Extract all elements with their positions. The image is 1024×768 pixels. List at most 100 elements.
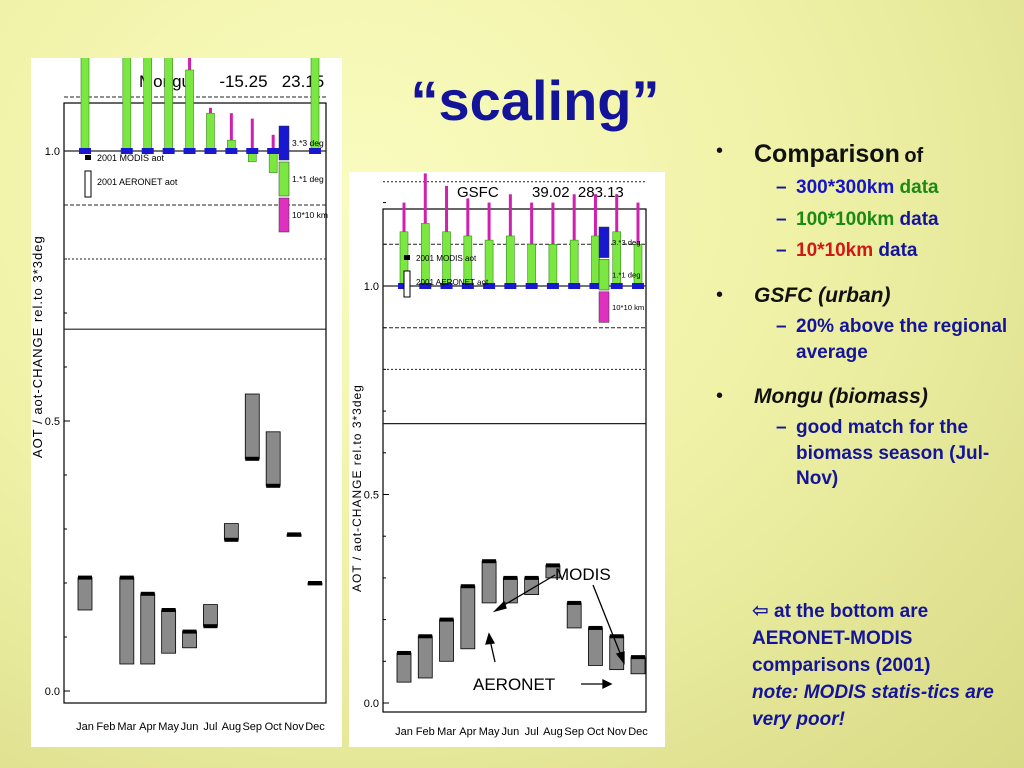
chart-title: GSFC 39.02 283.13 [457,184,624,201]
note-line1: at the bottom are AERONET-MODIS comparis… [752,601,931,676]
month-label: Feb [416,726,435,738]
bar-1deg [633,244,643,287]
aeronet-modis-box [439,619,454,662]
bar-3deg [461,283,474,289]
month-label: Jul [203,721,217,733]
bar-1deg [569,239,579,287]
legend-modis-swatch [85,155,91,160]
modis-marker [266,483,281,488]
modis-marker [287,532,302,537]
legend-legend_3-swatch [598,226,610,258]
bar-1deg [527,244,536,287]
legend-aeronet-swatch [84,170,92,198]
aeronet-modis-box [265,431,281,487]
gsfc-chart: GSFC 39.02 283.13 1.51.00.50.0 JanFebMar… [350,173,648,738]
legend-modis-label: 2001 MODIS aot [97,153,165,163]
legend-aeronet-label: 2001 AERONET aot [97,177,178,187]
legend-legend_10-swatch [598,291,610,323]
month-label: Oct [587,726,604,738]
bullet-mongu: • Mongu (biomass) – good match for the bi… [714,385,1019,492]
aeronet-modis-box [203,604,218,627]
month-label: Sep [242,721,262,733]
sub-bullet-100km: –100*100km data [776,208,939,230]
aeronet-modis-box [119,577,135,665]
modis-marker [631,655,645,660]
legend-legend_3-swatch [278,125,290,161]
bar-3deg [568,283,581,289]
month-label: Sep [564,726,584,738]
month-label: Jan [395,726,413,738]
plot-frame [382,208,647,713]
modis-marker [245,456,260,461]
bar-1deg [591,235,600,287]
y-axis-label: AOT / aot-CHANGE rel.to 3*3deg [31,235,45,458]
month-label: Apr [139,721,156,733]
bar-10km [229,113,233,151]
bar-3deg [483,283,496,289]
modis-marker [588,625,603,630]
legend-modis-label: 2001 MODIS aot [416,254,477,263]
bar-10km [271,134,275,151]
bar-3deg [204,148,217,154]
bar-1deg [206,112,215,152]
bar-3deg [267,148,280,154]
plot-frame [63,102,327,704]
bar-3deg [525,283,538,289]
aeronet-modis-box [223,523,239,541]
month-label: Dec [628,726,648,738]
bar-1deg [143,58,153,152]
legend-legend_1-swatch [278,161,290,197]
sub-bullet-300km: –300*300km data [776,177,939,198]
month-label: Aug [543,726,563,738]
modis-marker [567,600,582,605]
month-label: Mar [117,721,136,733]
y-tick-label: 1.0 [45,146,60,158]
bar-1deg [548,244,558,287]
month-label: Jun [501,726,519,738]
modis-marker [418,634,433,639]
mongu-chart: Mongu -15.25 23.15 2.01.51.00.50.0 JanFe… [31,58,328,733]
bar-3deg [440,283,453,289]
legend-legend_3-label: 3.*3 deg [612,238,640,247]
gsfc-heading: GSFC (urban) [754,283,891,307]
legend-legend_10-label: 10*10 km [292,210,328,220]
bar-1deg [506,235,515,287]
month-label: May [479,726,500,738]
comparison-of: of [904,145,924,167]
modis-marker [609,634,624,639]
bar-3deg [546,283,559,289]
slide-title: “scaling” [410,69,660,132]
bar-10km [250,118,254,151]
sub-bullet-mongu: – good match for the biomass season (Jul-… [776,417,990,490]
bar-3deg [419,283,432,289]
legend-legend_1-swatch [598,259,610,291]
legend-aeronet-label: 2001 AERONET aot [416,278,489,287]
modis-marker [460,584,475,589]
month-label: Jul [525,726,539,738]
month-label: Jun [181,721,199,733]
aeronet-modis-box [460,585,476,650]
bar-3deg [141,148,154,154]
aeronet-modis-box [140,593,156,665]
bar-3deg [79,148,91,154]
bar-3deg [610,283,623,289]
aeronet-modis-box [244,393,260,460]
legend-legend_1-label: 1.*1 deg [612,270,640,279]
bar-1deg [164,58,173,152]
y-tick-label: 0.0 [364,698,379,710]
modis-marker [482,559,497,564]
modis-marker [308,581,322,585]
legend-legend_10-swatch [278,197,290,233]
bar-3deg [309,148,321,154]
bar-3deg [225,148,238,154]
month-label: Apr [459,726,476,738]
modis-marker [545,563,560,568]
aeronet-modis-box [588,627,603,666]
sub-bullet-10km: –10*10km data [776,240,918,262]
month-label: May [158,721,179,733]
bar-3deg [589,283,602,289]
modis-marker [119,575,134,580]
aeronet-modis-box [630,656,646,675]
month-label: Feb [96,721,115,733]
month-label: Nov [607,726,627,738]
